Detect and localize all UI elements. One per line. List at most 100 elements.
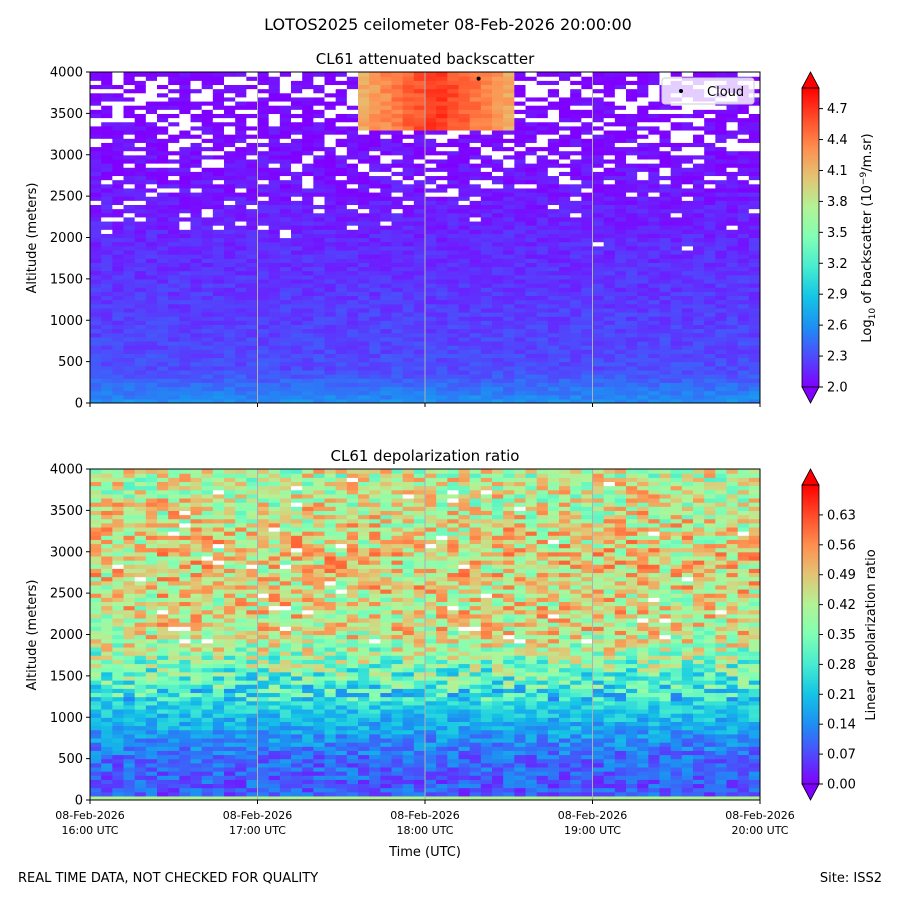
- heatmap-cell: [447, 270, 460, 276]
- heatmap-cell: [480, 134, 493, 139]
- heatmap-cell: [112, 307, 125, 313]
- heatmap-cell: [291, 100, 303, 106]
- heatmap-cell: [112, 100, 125, 106]
- heatmap-cell: [123, 303, 136, 309]
- heatmap-cell: [503, 105, 515, 110]
- heatmap-cell: [637, 266, 649, 272]
- heatmap-cell: [201, 287, 214, 292]
- heatmap-cell: [391, 249, 404, 255]
- heatmap-cell: [291, 316, 303, 321]
- heatmap-cell: [235, 138, 247, 143]
- heatmap-cell: [157, 146, 169, 152]
- heatmap-cell: [134, 163, 147, 168]
- heatmap-cell: [346, 204, 359, 210]
- heatmap-cell: [145, 369, 158, 375]
- heatmap-cell: [536, 254, 549, 259]
- heatmap-cell: [157, 398, 169, 403]
- heatmap-cell: [402, 291, 415, 297]
- heatmap-cell: [536, 353, 549, 359]
- heatmap-cell: [324, 200, 337, 205]
- heatmap-cell: [570, 229, 582, 234]
- heatmap-cell: [715, 125, 728, 131]
- heatmap-cell: [514, 92, 527, 98]
- heatmap-cell: [458, 311, 471, 317]
- heatmap-cell: [614, 117, 627, 123]
- heatmap-cell: [469, 353, 482, 359]
- heatmap-cell: [469, 204, 482, 210]
- heatmap-cell: [715, 154, 728, 160]
- heatmap-cell: [335, 187, 348, 193]
- heatmap-cell: [112, 233, 125, 239]
- heatmap-cell: [659, 378, 672, 383]
- heatmap-cell: [335, 92, 348, 98]
- heatmap-cell: [101, 96, 113, 102]
- heatmap-cell: [648, 287, 661, 292]
- heatmap-cell: [480, 398, 493, 403]
- heatmap-cell: [101, 113, 113, 119]
- heatmap-cell: [369, 175, 381, 181]
- heatmap-cell: [168, 361, 180, 367]
- heatmap-cell: [436, 233, 448, 239]
- heatmap-cell: [101, 324, 113, 330]
- heatmap-cell: [547, 212, 560, 218]
- heatmap-cell: [224, 167, 236, 172]
- heatmap-cell: [90, 283, 102, 288]
- heatmap-cell: [469, 146, 482, 152]
- heatmap-cell: [637, 76, 649, 81]
- heatmap-cell: [268, 299, 281, 305]
- heatmap-cell: [726, 336, 739, 342]
- heatmap-cell: [637, 233, 649, 239]
- heatmap-cell: [257, 386, 270, 392]
- heatmap-cell: [514, 316, 527, 321]
- heatmap-cell: [592, 332, 605, 338]
- heatmap-cell: [592, 175, 605, 181]
- heatmap-cell: [592, 365, 605, 371]
- heatmap-cell: [492, 163, 504, 168]
- heatmap-cell: [748, 233, 760, 239]
- heatmap-cell: [112, 212, 125, 218]
- heatmap-cell: [291, 105, 303, 110]
- heatmap-cell: [726, 233, 739, 239]
- heatmap-cell: [157, 340, 169, 346]
- heatmap-cell: [279, 303, 292, 309]
- heatmap-cell: [469, 113, 482, 119]
- heatmap-cell: [212, 121, 225, 127]
- heatmap-cell: [648, 167, 661, 172]
- heatmap-cell: [268, 336, 281, 342]
- heatmap-cell: [302, 291, 314, 297]
- heatmap-cell: [659, 129, 672, 135]
- heatmap-cell: [559, 340, 571, 346]
- heatmap-cell: [123, 328, 136, 334]
- heatmap-cell: [681, 320, 694, 325]
- heatmap-cell: [224, 369, 236, 375]
- heatmap-cell: [480, 245, 493, 251]
- heatmap-cell: [480, 328, 493, 334]
- heatmap-cell: [458, 138, 471, 143]
- heatmap-cell: [704, 146, 716, 152]
- heatmap-cell: [514, 142, 527, 148]
- heatmap-cell: [235, 340, 247, 346]
- heatmap-cell: [101, 134, 113, 139]
- heatmap-cell: [492, 328, 504, 334]
- heatmap-cell: [581, 311, 594, 317]
- heatmap-cell: [704, 109, 716, 114]
- heatmap-cell: [123, 142, 136, 148]
- heatmap-cell: [246, 274, 259, 280]
- heatmap-cell: [737, 283, 750, 288]
- heatmap-cell: [693, 229, 705, 234]
- heatmap-cell: [447, 336, 460, 342]
- heatmap-cell: [268, 158, 281, 164]
- heatmap-cell: [570, 154, 582, 160]
- heatmap-cell: [436, 278, 448, 284]
- heatmap-cell: [447, 233, 460, 239]
- heatmap-cell: [748, 278, 760, 284]
- heatmap-cell: [547, 76, 560, 81]
- heatmap-cell: [313, 100, 326, 106]
- heatmap-cell: [704, 179, 716, 185]
- heatmap-cell: [648, 374, 661, 379]
- heatmap-cell: [123, 249, 136, 255]
- heatmap-cell: [257, 295, 270, 301]
- heatmap-cell: [570, 349, 582, 354]
- heatmap-cell: [112, 237, 125, 243]
- heatmap-cell: [402, 303, 415, 309]
